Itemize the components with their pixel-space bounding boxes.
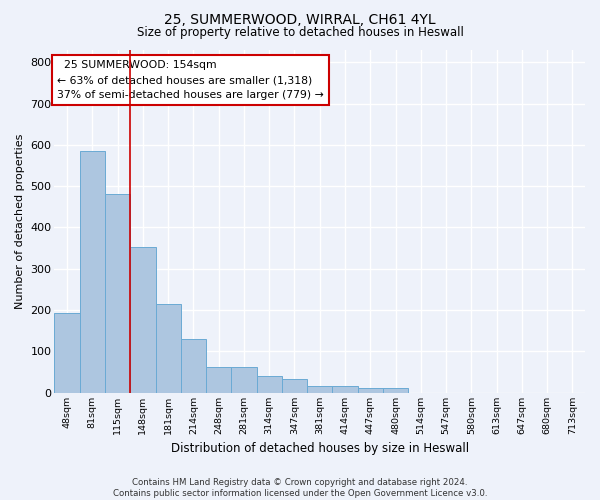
Bar bbox=[282, 380, 307, 392]
Text: Size of property relative to detached houses in Heswall: Size of property relative to detached ho… bbox=[137, 26, 463, 39]
Y-axis label: Number of detached properties: Number of detached properties bbox=[15, 134, 25, 309]
Bar bbox=[307, 386, 332, 392]
Bar bbox=[332, 386, 358, 392]
Bar bbox=[257, 376, 282, 392]
Bar bbox=[55, 314, 80, 392]
X-axis label: Distribution of detached houses by size in Heswall: Distribution of detached houses by size … bbox=[170, 442, 469, 455]
Bar bbox=[383, 388, 408, 392]
Text: Contains HM Land Registry data © Crown copyright and database right 2024.
Contai: Contains HM Land Registry data © Crown c… bbox=[113, 478, 487, 498]
Bar bbox=[181, 339, 206, 392]
Bar bbox=[80, 151, 105, 392]
Text: 25, SUMMERWOOD, WIRRAL, CH61 4YL: 25, SUMMERWOOD, WIRRAL, CH61 4YL bbox=[164, 12, 436, 26]
Bar bbox=[155, 304, 181, 392]
Bar bbox=[232, 367, 257, 392]
Bar bbox=[105, 194, 130, 392]
Bar bbox=[130, 247, 155, 392]
Bar bbox=[358, 388, 383, 392]
Bar bbox=[206, 367, 232, 392]
Text: 25 SUMMERWOOD: 154sqm
← 63% of detached houses are smaller (1,318)
37% of semi-d: 25 SUMMERWOOD: 154sqm ← 63% of detached … bbox=[57, 60, 324, 100]
